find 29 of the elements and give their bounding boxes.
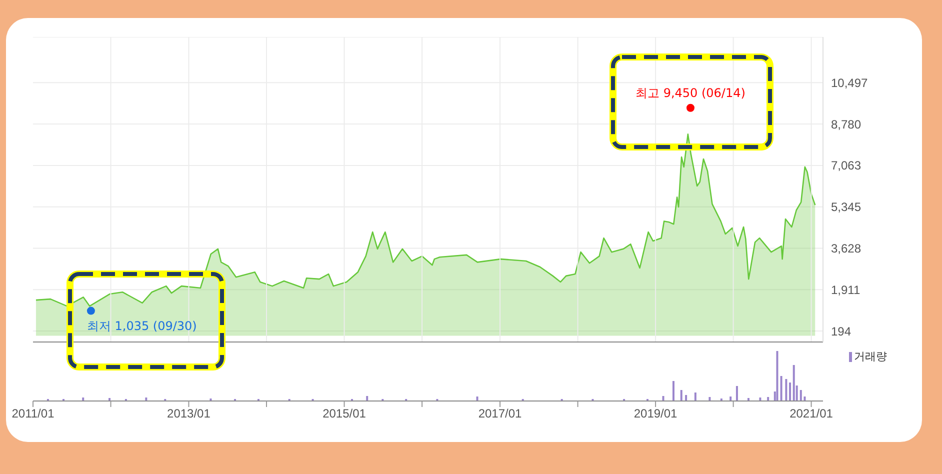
bar [672, 381, 674, 401]
y-tick-label: 7,063 [831, 158, 862, 173]
annotation: 최고 9,450 (06/14) [636, 86, 746, 100]
x-tick-label: 2011/01 [12, 406, 55, 421]
x-tick-label: 2013/01 [167, 406, 211, 421]
bar [680, 390, 682, 401]
y-tick-label: 5,345 [831, 200, 862, 214]
bar [776, 351, 778, 401]
bar [789, 382, 792, 401]
y-tick-label: 10,497 [831, 76, 868, 90]
bar [792, 365, 795, 401]
y-tick-label: 8,780 [831, 117, 862, 132]
x-tick-label: 2015/01 [322, 406, 366, 421]
bar [785, 379, 788, 401]
bar [694, 392, 696, 401]
bar [736, 386, 738, 401]
bar [780, 376, 782, 401]
bar [366, 396, 368, 401]
bar [662, 396, 664, 401]
legend-label: 거래량 [854, 350, 887, 364]
y-tick-label: 1,911 [831, 282, 860, 297]
x-tick-label: 2017/01 [478, 406, 522, 421]
bar [800, 390, 802, 401]
y-tick-label: 194 [831, 324, 852, 338]
annotation: 최저 1,035 (09/30) [86, 318, 197, 333]
bar [685, 395, 688, 401]
x-tick-label: 2019/01 [634, 406, 678, 421]
y-tick-label: 3,628 [831, 242, 862, 256]
x-tick-label: 2021/01 [790, 406, 834, 421]
